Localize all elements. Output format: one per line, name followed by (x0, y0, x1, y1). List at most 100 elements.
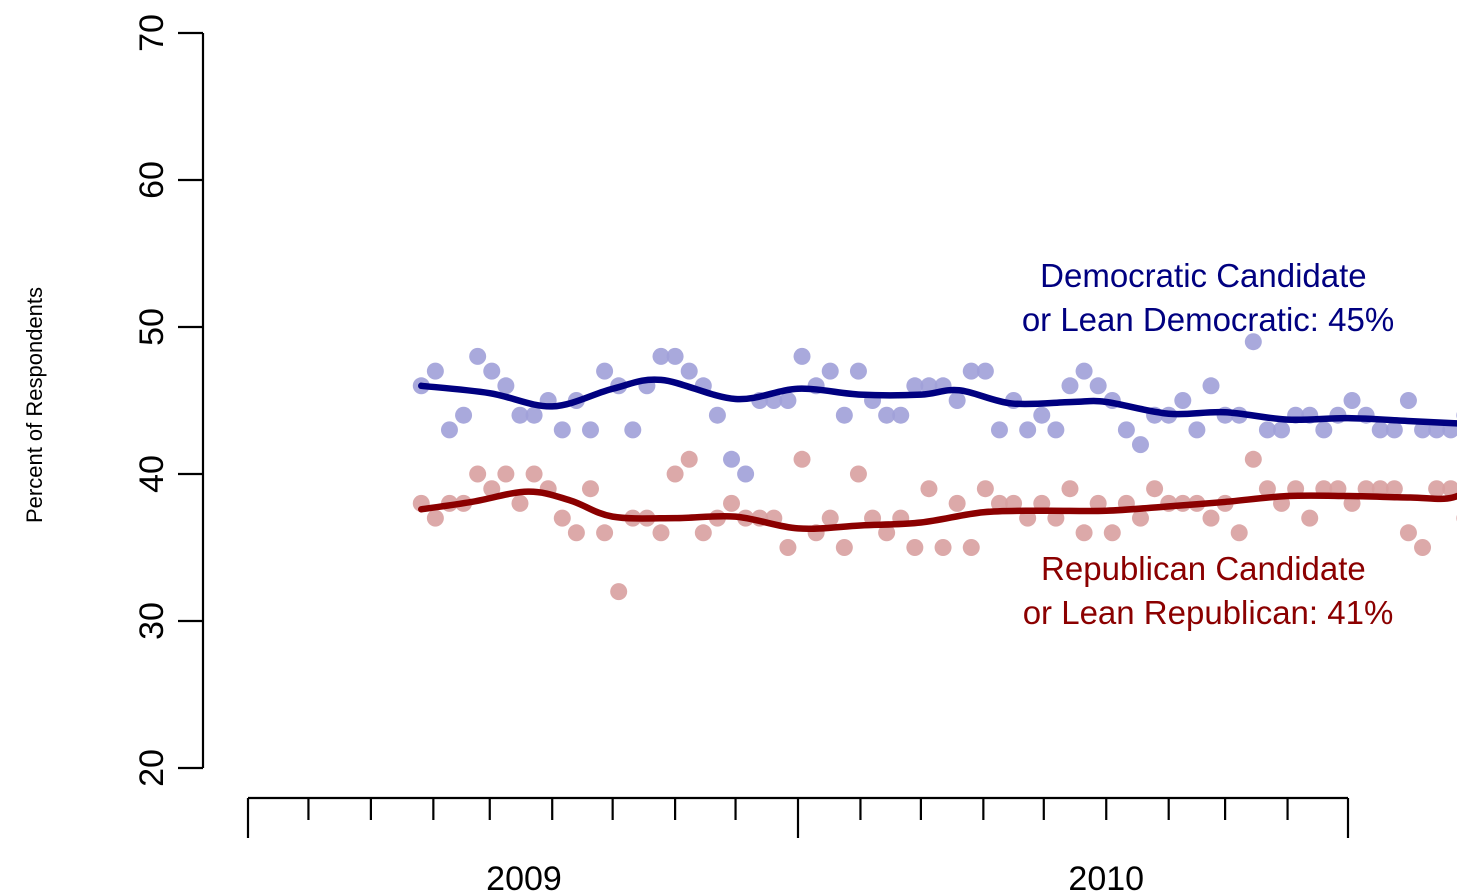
data-points (412, 333, 1457, 601)
rep-data-point (553, 509, 571, 527)
rep-data-point (1301, 509, 1319, 527)
dem-data-point (793, 347, 811, 365)
dem-data-point (680, 362, 698, 380)
rep-data-point (1244, 450, 1262, 468)
rep-trend-line (418, 488, 1457, 532)
y-tick-label: 40 (133, 455, 171, 493)
rep-data-point (878, 524, 896, 542)
dem-data-point (1244, 333, 1262, 351)
y-tick-label: 60 (133, 161, 171, 199)
rep-data-point (525, 465, 543, 483)
rep-data-point (610, 583, 628, 601)
rep-data-point (1399, 524, 1417, 542)
rep-data-point (1131, 509, 1149, 527)
dem-data-point (906, 377, 924, 395)
dem-data-point (1188, 421, 1206, 439)
rep-data-point (426, 509, 444, 527)
dem-data-point (497, 377, 515, 395)
rep-data-point (567, 524, 585, 542)
dem-data-point (878, 406, 896, 424)
rep-data-point (906, 539, 924, 556)
y-axis-title: Percent of Respondents (22, 287, 47, 523)
rep-label: Republican Candidate or Lean Republican:… (1023, 550, 1394, 631)
dem-data-point (1258, 421, 1276, 439)
dem-label-line-2: or Lean Democratic: 45% (1022, 301, 1394, 338)
rep-data-point (821, 509, 839, 527)
rep-data-point (1146, 480, 1164, 498)
dem-data-point (1117, 421, 1135, 439)
trend-lines (418, 376, 1457, 532)
dem-data-point (835, 406, 853, 424)
dem-data-point (1385, 421, 1403, 439)
dem-data-point (652, 347, 670, 365)
dem-data-point (666, 347, 684, 365)
dem-data-point (849, 362, 867, 380)
dem-data-point (469, 347, 487, 365)
dem-data-point (1202, 377, 1220, 395)
rep-data-point (793, 450, 811, 468)
rep-data-point (652, 524, 670, 542)
x-tick-label: 2009 (486, 860, 562, 894)
dem-label: Democratic Candidate or Lean Democratic:… (1022, 257, 1394, 338)
dem-data-point (1315, 421, 1333, 439)
dem-data-point (525, 406, 543, 424)
rep-data-point (962, 539, 980, 556)
dem-data-point (990, 421, 1008, 439)
rep-data-point (835, 539, 853, 556)
rep-data-point (680, 450, 698, 468)
rep-data-point (666, 465, 684, 483)
dem-data-point (1019, 421, 1037, 439)
rep-data-point (483, 480, 501, 498)
dem-data-point (1033, 406, 1051, 424)
rep-data-point (1061, 480, 1079, 498)
rep-data-point (1357, 480, 1375, 498)
rep-data-point (1442, 480, 1457, 498)
rep-label-line-1: Republican Candidate (1041, 550, 1366, 587)
rep-data-point (779, 539, 797, 556)
rep-data-point (1414, 539, 1432, 556)
rep-data-point (849, 465, 867, 483)
dem-data-point (948, 392, 966, 409)
y-tick-label: 30 (133, 602, 171, 640)
dem-data-point (723, 450, 741, 468)
rep-data-point (1075, 524, 1093, 542)
dem-data-point (1075, 362, 1093, 380)
dem-data-point (1047, 421, 1065, 439)
dem-data-point (440, 421, 458, 439)
dem-data-point (1089, 377, 1107, 395)
rep-data-point (1428, 480, 1446, 498)
x-tick-label: 2010 (1068, 860, 1144, 894)
x-tick-labels: 2009 2010 (486, 860, 1144, 894)
rep-data-point (1202, 509, 1220, 527)
rep-label-line-2: or Lean Republican: 41% (1023, 594, 1394, 631)
rep-data-point (694, 524, 712, 542)
dem-data-point (1174, 392, 1192, 409)
dem-label-line-1: Democratic Candidate (1040, 257, 1367, 294)
rep-data-point (497, 465, 515, 483)
dem-data-point (581, 421, 599, 439)
dem-data-point (1343, 392, 1361, 409)
rep-data-point (1230, 524, 1248, 542)
dem-data-point (596, 362, 614, 380)
dem-data-point (976, 362, 994, 380)
dem-data-point (455, 406, 473, 424)
dem-data-point (426, 362, 444, 380)
rep-data-point (990, 494, 1008, 512)
dem-data-point (483, 362, 501, 380)
x-axis: 2009 2010 (246, 796, 1350, 894)
dem-data-point (821, 362, 839, 380)
rep-data-point (469, 465, 487, 483)
rep-data-point (1385, 480, 1403, 498)
rep-data-point (1371, 480, 1389, 498)
dem-data-point (553, 421, 571, 439)
rep-data-point (723, 494, 741, 512)
dem-data-point (624, 421, 642, 439)
y-tick-label: 20 (133, 749, 171, 787)
dem-data-point (1061, 377, 1079, 395)
rep-data-point (948, 494, 966, 512)
rep-data-point (511, 494, 529, 512)
dem-data-point (1414, 421, 1432, 439)
y-axis: 20 30 40 50 60 70 (133, 14, 205, 787)
dem-data-point (737, 465, 755, 483)
